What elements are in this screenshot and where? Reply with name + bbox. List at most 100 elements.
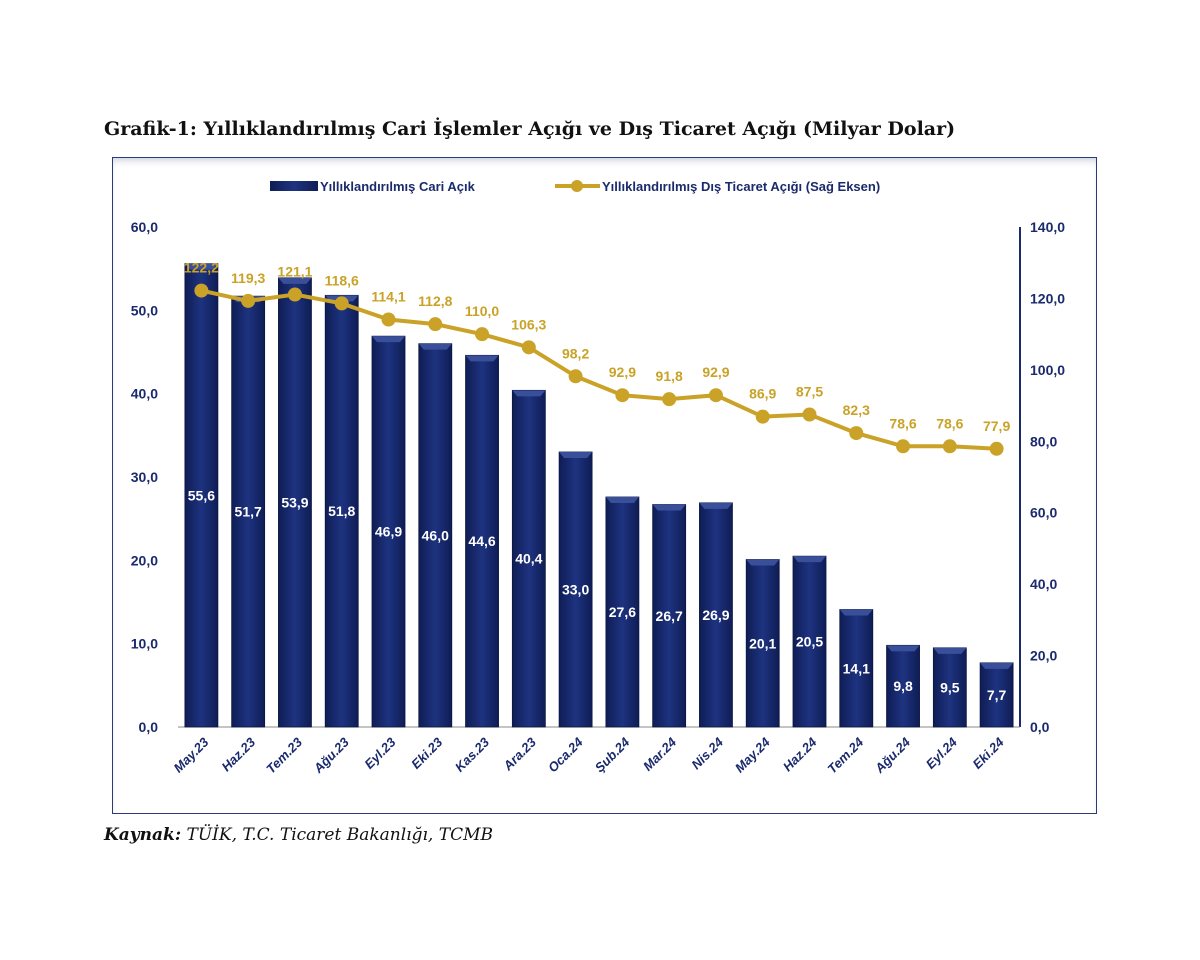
bar-top-bevel [512, 390, 546, 397]
line-data-label: 78,6 [936, 415, 963, 431]
bar-top-bevel [839, 609, 873, 616]
bar-data-label: 44,6 [468, 533, 495, 549]
line-point [194, 283, 209, 298]
bar-top-bevel [559, 452, 593, 458]
bar-data-label: 51,8 [328, 503, 355, 519]
x-axis-tick: Haz.24 [780, 734, 820, 774]
line-data-label: 114,1 [371, 289, 405, 305]
legend-bar-label: Yıllıklandırılmış Cari Açık [320, 179, 476, 194]
left-axis-tick: 0,0 [139, 719, 159, 735]
x-axis-tick: Nis.24 [688, 734, 726, 772]
line-point [428, 317, 443, 332]
line-point [662, 392, 677, 407]
bar-data-label: 55,6 [188, 487, 215, 503]
line-point [381, 312, 396, 327]
bar-top-bevel [652, 504, 686, 511]
line-data-label: 121,1 [277, 264, 312, 280]
line-point [942, 439, 957, 454]
legend-line-marker [571, 180, 583, 192]
bar-top-bevel [933, 647, 967, 654]
chart-title: Grafik-1: Yıllıklandırılmış Cari İşlemle… [104, 118, 956, 140]
line-data-label: 78,6 [889, 415, 916, 431]
x-axis-tick: Eki.23 [408, 734, 446, 772]
line-data-label: 112,8 [418, 293, 452, 309]
bar [605, 496, 640, 728]
bar-top-bevel [746, 559, 780, 566]
line-data-label: 86,9 [749, 386, 776, 402]
line-point [568, 369, 583, 384]
source-note: Kaynak: TÜİK, T.C. Ticaret Bakanlığı, TC… [104, 825, 493, 845]
line-point [896, 439, 911, 454]
line-data-label: 122,2 [184, 260, 219, 276]
legend-bar-swatch [270, 181, 318, 191]
right-axis-tick: 0,0 [1030, 719, 1050, 735]
bar-data-label: 40,4 [515, 551, 542, 567]
bar-data-label: 33,0 [562, 582, 589, 598]
left-axis-tick: 40,0 [131, 386, 158, 402]
right-axis-tick: 80,0 [1030, 433, 1057, 449]
left-axis-tick: 10,0 [131, 636, 158, 652]
x-axis-tick: Ağu.24 [871, 734, 914, 777]
bar-data-label: 9,5 [940, 679, 960, 695]
bar-top-bevel [184, 263, 218, 270]
line-data-label: 110,0 [465, 303, 499, 319]
line-data-label: 119,3 [231, 270, 265, 286]
left-axis-tick: 60,0 [131, 219, 158, 235]
bar-top-bevel [886, 645, 920, 652]
bar-top-bevel [605, 497, 639, 503]
bar [699, 502, 733, 728]
bar-top-bevel [372, 336, 405, 343]
line-data-label: 91,8 [656, 368, 683, 384]
bar-data-label: 14,1 [843, 660, 870, 676]
x-axis-tick: Ağu.23 [310, 734, 353, 777]
bar [839, 609, 874, 728]
bar-data-label: 53,9 [281, 494, 308, 510]
source-label: Kaynak: [104, 825, 182, 845]
line-point [475, 327, 490, 342]
line-point [849, 426, 864, 441]
x-axis-tick: Kas.23 [452, 734, 493, 775]
x-axis-tick: Mar.24 [640, 734, 680, 774]
bar-data-label: 51,7 [235, 504, 262, 520]
right-axis-tick: 120,0 [1030, 290, 1065, 306]
x-axis-tick: Oca.24 [545, 734, 586, 775]
line-data-label: 92,9 [609, 364, 636, 380]
bar [979, 662, 1014, 728]
x-axis-tick: Ara.23 [500, 734, 540, 774]
bar-data-label: 9,8 [893, 678, 913, 694]
bar-data-label: 20,1 [749, 635, 776, 651]
bar [745, 559, 780, 728]
left-axis-tick: 30,0 [131, 469, 158, 485]
bar-top-bevel [278, 277, 312, 284]
x-axis-tick: Şub.24 [592, 734, 633, 775]
line-point [802, 407, 817, 422]
bar [511, 389, 546, 728]
line-point [334, 296, 349, 311]
bar-top-bevel [465, 355, 499, 362]
line-data-label: 82,3 [843, 402, 870, 418]
line-point [989, 441, 1004, 456]
line-data-label: 98,2 [562, 345, 589, 361]
right-axis-tick: 20,0 [1030, 648, 1057, 664]
line-data-label: 106,3 [511, 316, 546, 332]
bar-data-label: 7,7 [987, 687, 1007, 703]
bar [652, 504, 687, 728]
line-point [615, 388, 630, 403]
line-data-label: 87,5 [796, 384, 823, 400]
line-data-label: 77,9 [983, 418, 1010, 434]
x-axis-tick: May.23 [171, 734, 212, 775]
bar [184, 263, 219, 728]
bar [465, 354, 499, 728]
x-axis-tick: Eyl.23 [361, 734, 399, 772]
x-axis-tick: Tem.23 [263, 734, 305, 776]
bar [324, 294, 359, 728]
line-point [287, 287, 302, 302]
line-data-label: 118,6 [325, 272, 359, 288]
bar [932, 647, 967, 728]
bar-data-label: 46,0 [422, 527, 449, 543]
line-series [200, 288, 997, 451]
x-axis-tick: May.24 [732, 734, 773, 775]
line-point [241, 293, 256, 308]
bar-data-label: 46,9 [375, 524, 402, 540]
